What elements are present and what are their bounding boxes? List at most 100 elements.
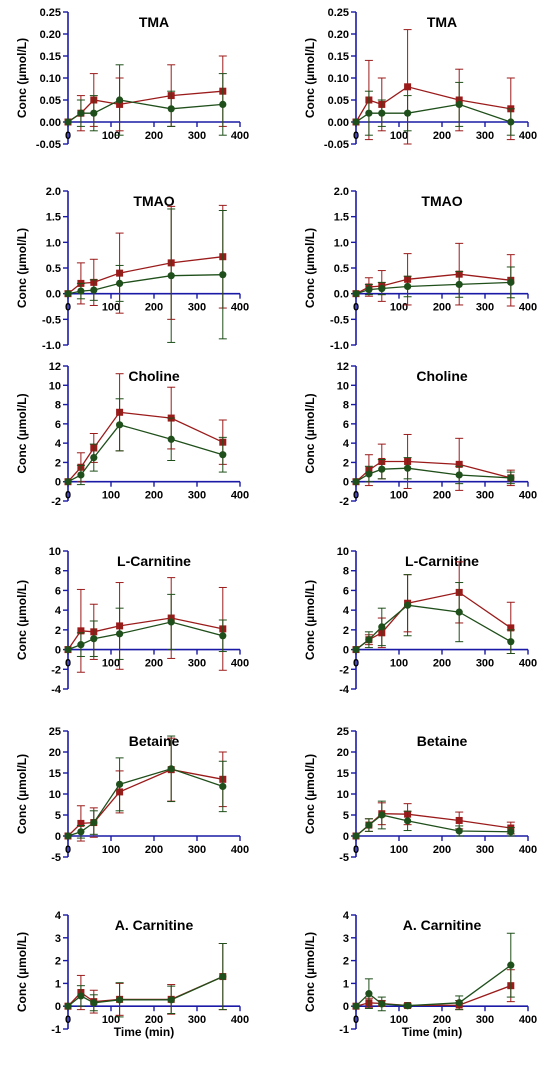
y-tick-label: 2 (343, 625, 349, 637)
y-tick-label: 6 (343, 419, 349, 431)
y-tick-label: 2.0 (334, 186, 349, 198)
y-tick-label: 0 (343, 831, 349, 843)
data-point (219, 271, 227, 279)
series-red (352, 561, 515, 655)
data-point (455, 471, 463, 479)
chart-panel-r1c1: -1.0 -0.5 0.0 0.5 1.0 1.5 2.0 0 100 200 300 400 TMAO… (303, 186, 537, 352)
data-point (365, 990, 373, 998)
y-tick-label: -2 (339, 496, 349, 508)
y-tick-label: 20 (337, 747, 349, 759)
x-tick-label: 200 (433, 1014, 451, 1026)
x-tick-label: 100 (390, 1014, 408, 1026)
x-tick-label: 200 (145, 1014, 163, 1026)
chart-panel-r5c1: -1 0 1 2 3 4 0 100 200 300 400 A. Carnitine Conc (µm… (303, 910, 537, 1039)
data-point (507, 118, 515, 126)
y-tick-label: 10 (49, 546, 61, 558)
y-tick-label: 0.0 (334, 289, 349, 301)
chart-panel-r0c1: -0.05 0.00 0.05 0.10 0.15 0.20 0.25 0 100 200 300 4… (303, 7, 537, 151)
y-tick-label: 25 (49, 726, 61, 738)
y-axis-label: Conc (µmol/L) (15, 580, 29, 660)
series-green (64, 64, 227, 136)
y-tick-label: 0.05 (40, 95, 61, 107)
chart-panel-r5c0: -1 0 1 2 3 4 0 100 200 300 400 A. Carnitine Conc (µm… (15, 910, 249, 1039)
data-point (455, 816, 463, 824)
chart-panel-r2c1: -2 0 2 4 6 8 10 12 0 100 200 300 400 Choline Conc (µmo… (303, 361, 537, 508)
series-green (352, 932, 515, 1012)
data-point (219, 972, 227, 981)
data-point (77, 287, 85, 295)
y-tick-label: -1 (339, 1024, 349, 1036)
chart-title: Betaine (417, 733, 468, 749)
y-axis-label: Conc (µmol/L) (303, 38, 317, 118)
data-point (116, 630, 124, 638)
x-axis-label: Time (min) (114, 1025, 174, 1039)
x-tick-label: 300 (476, 658, 494, 670)
y-tick-label: 8 (343, 566, 349, 578)
x-tick-label: 100 (102, 658, 120, 670)
data-point (365, 109, 373, 117)
y-tick-label: 8 (55, 566, 61, 578)
data-point (352, 645, 360, 654)
data-point (64, 832, 72, 840)
series-red (64, 55, 227, 132)
y-axis-label: Conc (µmol/L) (15, 754, 29, 834)
y-tick-label: 4 (55, 910, 62, 922)
y-tick-label: 0.10 (40, 73, 61, 85)
x-tick-label: 100 (390, 658, 408, 670)
series-red (64, 943, 227, 1016)
data-point (90, 635, 98, 643)
data-point (455, 827, 463, 835)
y-tick-label: 10 (337, 789, 349, 801)
data-point (116, 996, 124, 1004)
y-tick-label: 0.15 (328, 51, 349, 63)
chart-title: TMAO (133, 193, 174, 209)
data-point (64, 118, 72, 126)
data-point (77, 992, 85, 1000)
data-point (378, 284, 386, 293)
data-point (64, 478, 72, 486)
x-tick-label: 300 (188, 302, 206, 314)
data-point (404, 817, 412, 825)
x-tick-label: 200 (433, 490, 451, 502)
x-tick-label: 200 (433, 658, 451, 670)
chart-panel-r4c0: -5 0 5 10 15 20 25 0 100 200 300 400 Betaine Conc (µm… (15, 726, 249, 864)
chart-panel-r1c0: -1.0 -0.5 0.0 0.5 1.0 1.5 2.0 0 100 200 300 400 TMAO… (15, 186, 249, 352)
y-tick-label: -1.0 (42, 340, 61, 352)
chart-title: L-Carnitine (117, 553, 191, 569)
data-point (116, 96, 124, 104)
chart-title: A. Carnitine (115, 917, 194, 933)
data-point (167, 435, 175, 443)
x-tick-label: 300 (188, 490, 206, 502)
y-tick-label: 10 (49, 789, 61, 801)
series-green (352, 457, 515, 486)
y-tick-label: 0 (343, 477, 349, 489)
data-point (77, 471, 85, 479)
y-tick-label: 0 (55, 477, 61, 489)
y-tick-label: -0.5 (330, 314, 349, 326)
x-tick-label: 300 (188, 844, 206, 856)
y-tick-label: 0.5 (46, 263, 61, 275)
series-green (352, 81, 515, 136)
x-tick-label: 400 (519, 1014, 537, 1026)
x-tick-label: 400 (519, 658, 537, 670)
y-tick-label: 0.15 (40, 51, 61, 63)
y-axis-label: Conc (µmol/L) (303, 932, 317, 1012)
y-tick-label: 6 (343, 585, 349, 597)
x-tick-label: 400 (231, 490, 249, 502)
chart-panel-r0c0: -0.05 0.00 0.05 0.10 0.15 0.20 0.25 0 100 200 300 4… (15, 7, 249, 151)
y-tick-label: -5 (51, 852, 61, 864)
y-tick-label: 0 (55, 831, 61, 843)
data-point (167, 272, 175, 280)
y-tick-label: 0 (343, 1001, 349, 1013)
y-tick-label: 4 (343, 605, 350, 617)
y-axis-label: Conc (µmol/L) (303, 228, 317, 308)
data-point (352, 478, 360, 486)
x-tick-label: 200 (145, 658, 163, 670)
y-tick-label: 8 (343, 400, 349, 412)
x-axis-label: Time (min) (402, 1025, 462, 1039)
y-tick-label: 4 (343, 438, 350, 450)
y-axis-label: Conc (µmol/L) (303, 580, 317, 660)
data-point (77, 627, 85, 635)
y-tick-label: 10 (337, 546, 349, 558)
